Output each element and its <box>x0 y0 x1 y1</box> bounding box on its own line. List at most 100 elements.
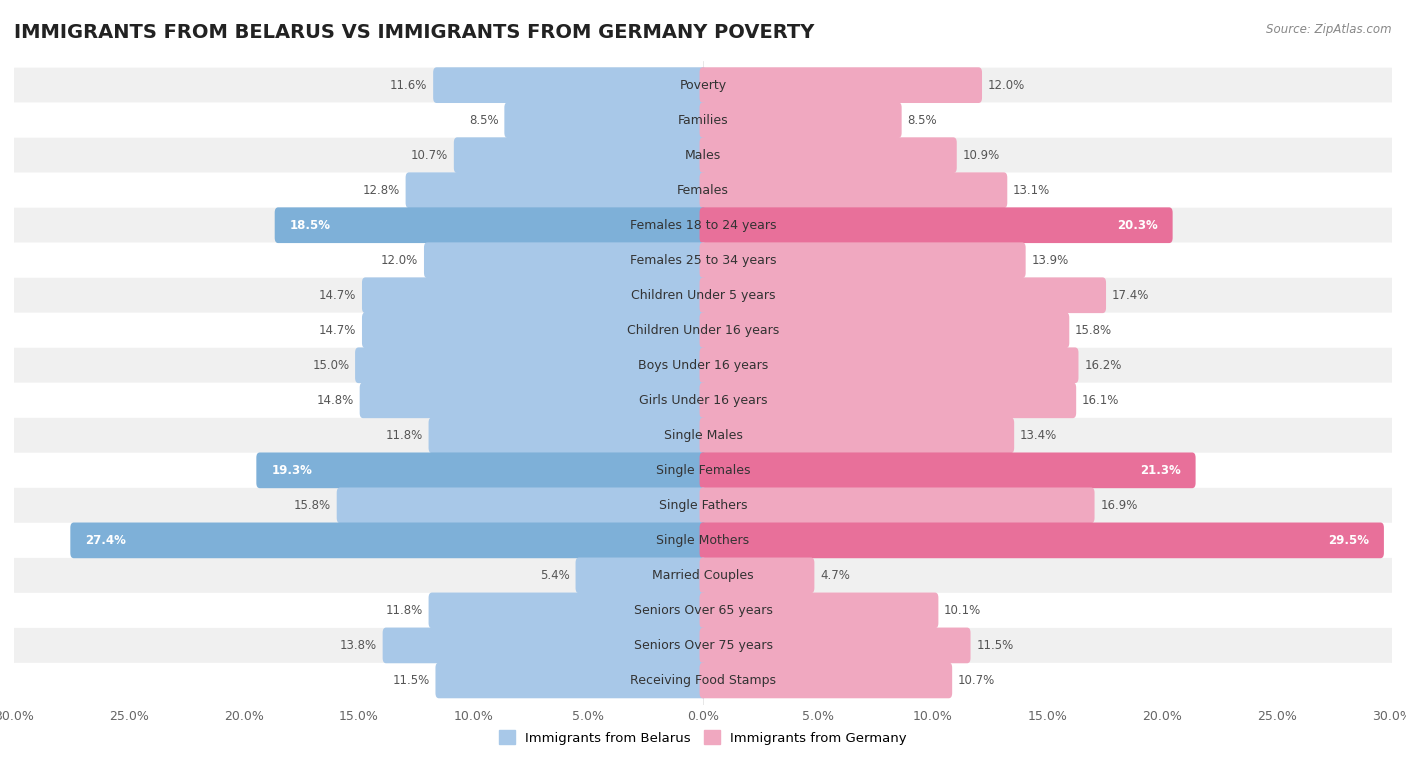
FancyBboxPatch shape <box>700 102 901 138</box>
FancyBboxPatch shape <box>429 593 706 628</box>
FancyBboxPatch shape <box>700 558 814 594</box>
Text: Seniors Over 75 years: Seniors Over 75 years <box>634 639 772 652</box>
Text: 11.8%: 11.8% <box>385 429 423 442</box>
Text: Single Mothers: Single Mothers <box>657 534 749 547</box>
Text: Single Females: Single Females <box>655 464 751 477</box>
FancyBboxPatch shape <box>700 312 1070 348</box>
FancyBboxPatch shape <box>700 347 1078 383</box>
FancyBboxPatch shape <box>14 277 1392 313</box>
Text: IMMIGRANTS FROM BELARUS VS IMMIGRANTS FROM GERMANY POVERTY: IMMIGRANTS FROM BELARUS VS IMMIGRANTS FR… <box>14 23 814 42</box>
FancyBboxPatch shape <box>454 137 706 173</box>
FancyBboxPatch shape <box>14 523 1392 558</box>
Text: 11.5%: 11.5% <box>392 674 430 687</box>
FancyBboxPatch shape <box>505 102 706 138</box>
FancyBboxPatch shape <box>336 487 706 523</box>
Text: 16.9%: 16.9% <box>1101 499 1137 512</box>
FancyBboxPatch shape <box>14 243 1392 277</box>
FancyBboxPatch shape <box>700 418 1014 453</box>
FancyBboxPatch shape <box>70 522 706 558</box>
FancyBboxPatch shape <box>700 453 1195 488</box>
Text: 11.6%: 11.6% <box>389 79 427 92</box>
FancyBboxPatch shape <box>700 67 981 103</box>
Text: Families: Families <box>678 114 728 127</box>
Text: Children Under 5 years: Children Under 5 years <box>631 289 775 302</box>
FancyBboxPatch shape <box>700 172 1007 208</box>
Text: Single Fathers: Single Fathers <box>659 499 747 512</box>
FancyBboxPatch shape <box>429 418 706 453</box>
FancyBboxPatch shape <box>14 67 1392 102</box>
FancyBboxPatch shape <box>14 628 1392 663</box>
FancyBboxPatch shape <box>575 558 706 594</box>
FancyBboxPatch shape <box>700 137 956 173</box>
FancyBboxPatch shape <box>425 243 706 278</box>
FancyBboxPatch shape <box>700 628 970 663</box>
FancyBboxPatch shape <box>382 628 706 663</box>
Text: Receiving Food Stamps: Receiving Food Stamps <box>630 674 776 687</box>
FancyBboxPatch shape <box>14 453 1392 488</box>
Text: Girls Under 16 years: Girls Under 16 years <box>638 394 768 407</box>
FancyBboxPatch shape <box>360 383 706 418</box>
Text: 4.7%: 4.7% <box>820 569 851 582</box>
Text: 11.8%: 11.8% <box>385 604 423 617</box>
Text: Married Couples: Married Couples <box>652 569 754 582</box>
FancyBboxPatch shape <box>700 243 1025 278</box>
FancyBboxPatch shape <box>14 348 1392 383</box>
Text: Poverty: Poverty <box>679 79 727 92</box>
Text: 16.2%: 16.2% <box>1084 359 1122 371</box>
Text: Females 25 to 34 years: Females 25 to 34 years <box>630 254 776 267</box>
FancyBboxPatch shape <box>700 522 1384 558</box>
FancyBboxPatch shape <box>700 593 938 628</box>
Text: 13.1%: 13.1% <box>1012 183 1050 196</box>
FancyBboxPatch shape <box>436 662 706 698</box>
FancyBboxPatch shape <box>14 488 1392 523</box>
Text: 8.5%: 8.5% <box>470 114 499 127</box>
FancyBboxPatch shape <box>700 383 1076 418</box>
Text: 12.0%: 12.0% <box>988 79 1025 92</box>
FancyBboxPatch shape <box>700 487 1094 523</box>
Text: 27.4%: 27.4% <box>86 534 127 547</box>
Text: 12.8%: 12.8% <box>363 183 399 196</box>
Legend: Immigrants from Belarus, Immigrants from Germany: Immigrants from Belarus, Immigrants from… <box>494 725 912 750</box>
Text: 19.3%: 19.3% <box>271 464 312 477</box>
Text: 13.8%: 13.8% <box>340 639 377 652</box>
Text: Females: Females <box>678 183 728 196</box>
Text: 5.4%: 5.4% <box>540 569 569 582</box>
FancyBboxPatch shape <box>14 558 1392 593</box>
Text: 14.8%: 14.8% <box>316 394 354 407</box>
Text: 15.8%: 15.8% <box>1076 324 1112 337</box>
FancyBboxPatch shape <box>14 138 1392 173</box>
Text: Children Under 16 years: Children Under 16 years <box>627 324 779 337</box>
FancyBboxPatch shape <box>256 453 706 488</box>
FancyBboxPatch shape <box>700 277 1107 313</box>
Text: 16.1%: 16.1% <box>1083 394 1119 407</box>
FancyBboxPatch shape <box>14 418 1392 453</box>
Text: Males: Males <box>685 149 721 161</box>
FancyBboxPatch shape <box>14 313 1392 348</box>
FancyBboxPatch shape <box>14 383 1392 418</box>
Text: Boys Under 16 years: Boys Under 16 years <box>638 359 768 371</box>
Text: Seniors Over 65 years: Seniors Over 65 years <box>634 604 772 617</box>
Text: 13.9%: 13.9% <box>1032 254 1069 267</box>
FancyBboxPatch shape <box>14 102 1392 138</box>
FancyBboxPatch shape <box>405 172 706 208</box>
Text: 10.7%: 10.7% <box>957 674 995 687</box>
Text: 10.7%: 10.7% <box>411 149 449 161</box>
FancyBboxPatch shape <box>700 662 952 698</box>
Text: 13.4%: 13.4% <box>1019 429 1057 442</box>
Text: 11.5%: 11.5% <box>976 639 1014 652</box>
Text: 10.1%: 10.1% <box>945 604 981 617</box>
Text: Females 18 to 24 years: Females 18 to 24 years <box>630 219 776 232</box>
FancyBboxPatch shape <box>433 67 706 103</box>
FancyBboxPatch shape <box>274 208 706 243</box>
Text: 15.0%: 15.0% <box>312 359 349 371</box>
Text: 20.3%: 20.3% <box>1116 219 1157 232</box>
FancyBboxPatch shape <box>700 208 1173 243</box>
Text: 14.7%: 14.7% <box>319 324 356 337</box>
FancyBboxPatch shape <box>14 208 1392 243</box>
Text: 17.4%: 17.4% <box>1112 289 1149 302</box>
Text: 14.7%: 14.7% <box>319 289 356 302</box>
Text: 21.3%: 21.3% <box>1140 464 1181 477</box>
Text: 29.5%: 29.5% <box>1329 534 1369 547</box>
FancyBboxPatch shape <box>361 277 706 313</box>
Text: Source: ZipAtlas.com: Source: ZipAtlas.com <box>1267 23 1392 36</box>
